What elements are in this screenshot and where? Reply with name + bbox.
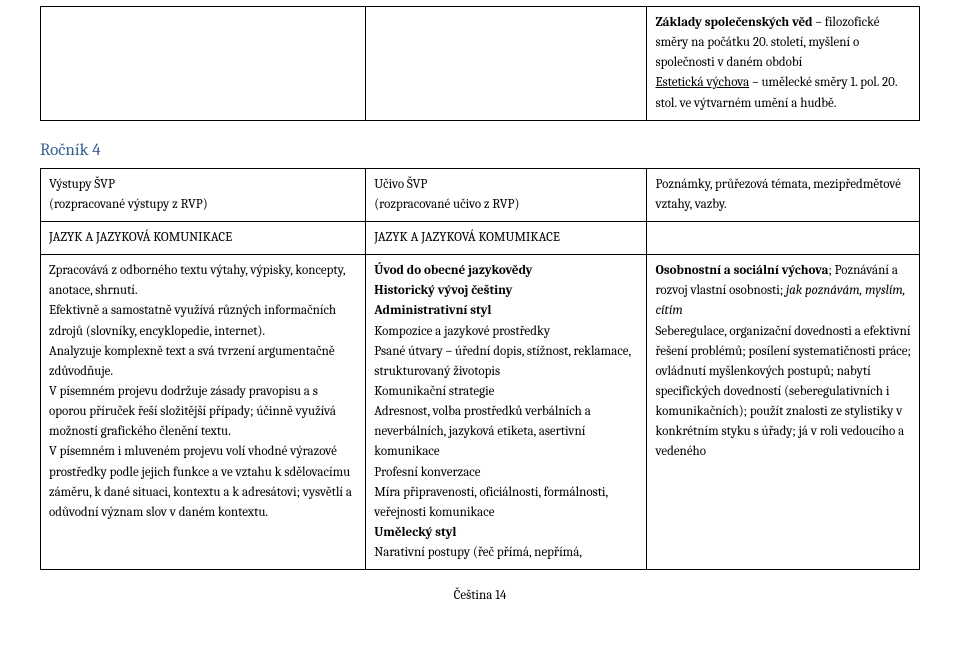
- header-cell-3: Poznámky, průřezová témata, mezipředměto…: [647, 168, 920, 221]
- body-cell-3: Osobnostní a sociální výchova; Poznávání…: [647, 255, 920, 570]
- main-table: Výstupy ŠVP(rozpracované výstupy z RVP) …: [40, 168, 920, 571]
- title-cell-2: JAZYK A JAZYKOVÁ KOMUMIKACE: [366, 221, 647, 254]
- top-table: Základy společenských věd – filozofické …: [40, 6, 920, 121]
- title-cell-3: [647, 221, 920, 254]
- top-cell-3: Základy společenských věd – filozofické …: [647, 7, 920, 121]
- table-row: Výstupy ŠVP(rozpracované výstupy z RVP) …: [41, 168, 920, 221]
- header-cell-1: Výstupy ŠVP(rozpracované výstupy z RVP): [41, 168, 366, 221]
- body-cell-2: Úvod do obecné jazykovědyHistorický vývo…: [366, 255, 647, 570]
- top-cell-2: [366, 7, 647, 121]
- table-row: JAZYK A JAZYKOVÁ KOMUNIKACE JAZYK A JAZY…: [41, 221, 920, 254]
- top-cell-1: [41, 7, 366, 121]
- header-cell-2: Učivo ŠVP(rozpracované učivo z RVP): [366, 168, 647, 221]
- table-row: Základy společenských věd – filozofické …: [41, 7, 920, 121]
- table-row: Zpracovává z odborného textu výtahy, výp…: [41, 255, 920, 570]
- page-footer: Čeština 14: [40, 588, 920, 603]
- title-cell-1: JAZYK A JAZYKOVÁ KOMUNIKACE: [41, 221, 366, 254]
- body-cell-1: Zpracovává z odborného textu výtahy, výp…: [41, 255, 366, 570]
- section-heading: Ročník 4: [40, 141, 920, 160]
